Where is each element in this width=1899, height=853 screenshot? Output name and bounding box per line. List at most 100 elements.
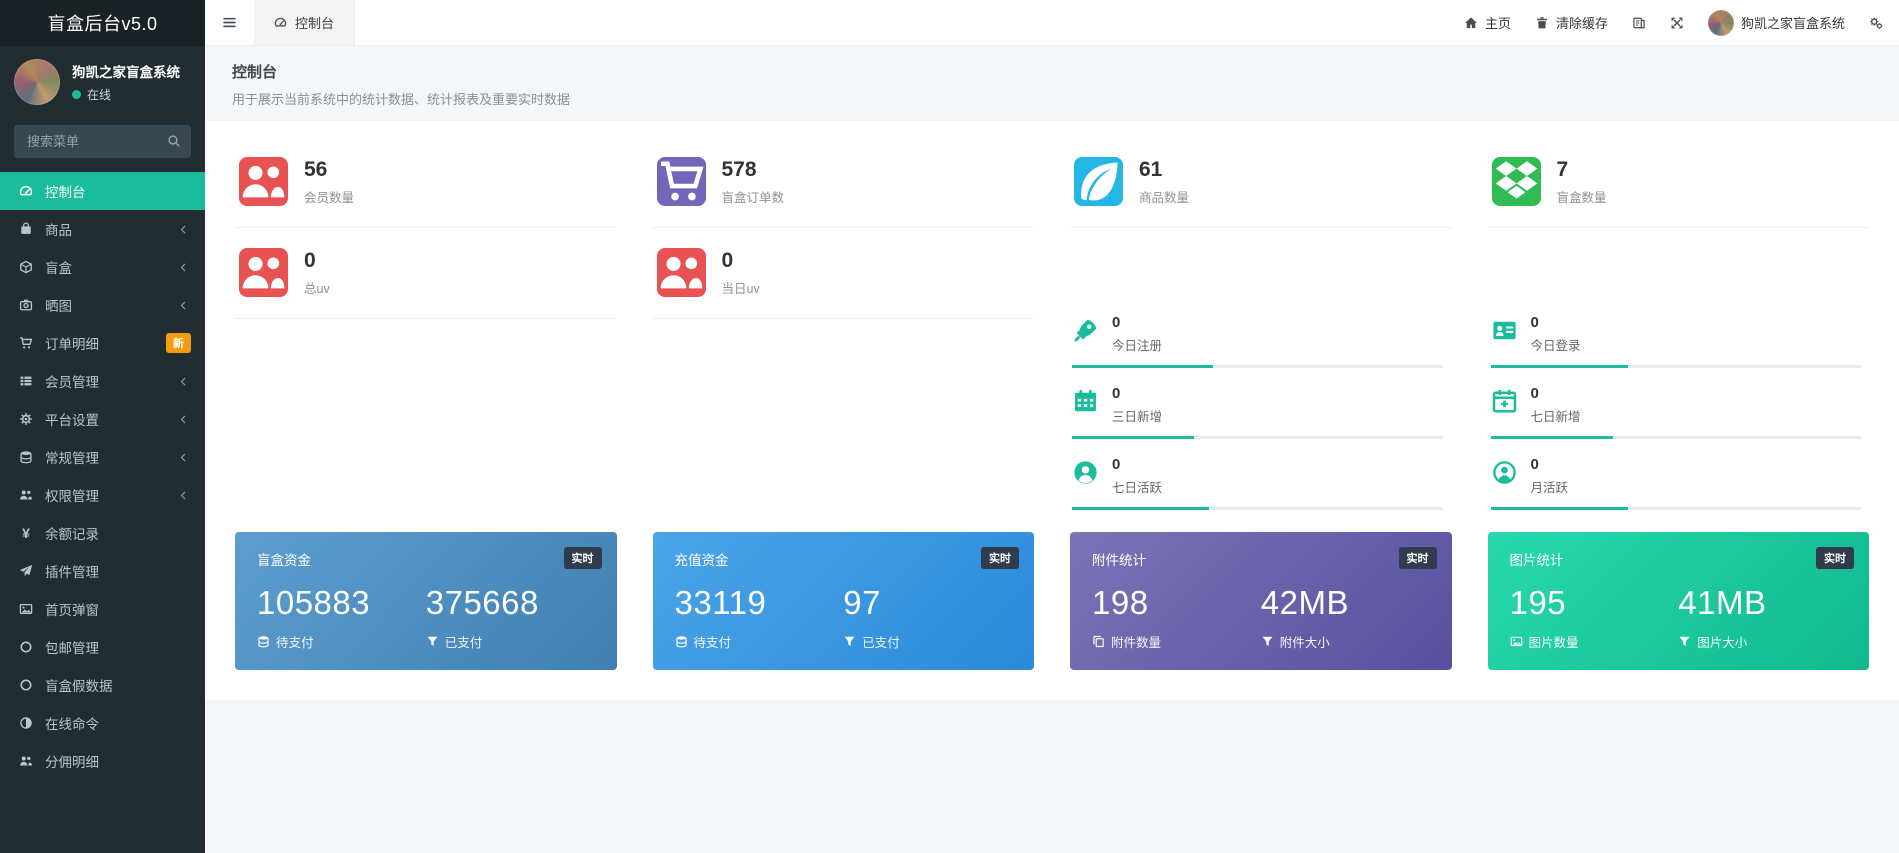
mini-value: 0 [1530, 314, 1539, 331]
sidebar-item-permission[interactable]: 权限管理 [0, 476, 205, 514]
content: 控制台 用于展示当前系统中的统计数据、统计报表及重要实时数据 56 会员数量 578… [205, 46, 1899, 853]
mini-stat-month_active: 0 月活跃 [1489, 456, 1870, 510]
cart-icon [656, 157, 706, 206]
sidebar-item-blindbox[interactable]: 盲盒 [0, 248, 205, 286]
database-icon [257, 635, 270, 648]
stat-text: 56 会员数量 [304, 157, 354, 205]
hamburger-button[interactable] [205, 0, 254, 45]
sidebar-item-orders[interactable]: 订单明细 新 [0, 324, 205, 362]
group-icon [239, 157, 288, 206]
mini-stat-seven_day_active: 0 七日活跃 [1070, 456, 1451, 510]
mini-text: 0 今日注册 [1112, 314, 1162, 354]
chevron-left-icon [175, 414, 191, 425]
sidebar-item-platform[interactable]: 平台设置 [0, 400, 205, 438]
sidebar-item-label: 平台设置 [45, 413, 99, 428]
send-icon [18, 564, 34, 578]
rocket-icon [1072, 317, 1099, 344]
progress-fill [1072, 436, 1195, 439]
sidebar-item-commission[interactable]: 分佣明细 [0, 742, 205, 780]
progress-fill [1072, 365, 1213, 368]
calendar-icon [1072, 388, 1099, 415]
chevron-left-icon [175, 452, 191, 463]
card-values: 33119 待支付 97 已支付 [675, 583, 1013, 651]
card-left-label-text: 图片数量 [1528, 635, 1579, 650]
sidebar-item-members[interactable]: 会员管理 [0, 362, 205, 400]
card-left-label: 待支付 [675, 632, 844, 651]
hamburger-icon [222, 15, 237, 30]
stat-card-daily_uv: 0 当日uv [652, 234, 1034, 319]
card-left: 105883 待支付 [257, 583, 426, 651]
sidebar-item-label: 常规管理 [45, 451, 99, 466]
topbar-username: 狗凯之家盲盒系统 [1740, 16, 1845, 31]
sidebar-item-label: 控制台 [45, 185, 86, 200]
topbar-right: 主页 清除缓存 狗凯之家盲盒系统 [1464, 0, 1899, 45]
summary-card-attachments: 附件统计 实时 198 附件数量 42MB 附件大小 [1070, 532, 1452, 670]
search-input[interactable] [14, 125, 191, 158]
sidebar-item-fakedata[interactable]: 盲盒假数据 [0, 666, 205, 704]
home-link[interactable]: 主页 [1464, 13, 1511, 32]
calendarplus-icon [1491, 388, 1518, 415]
chevron-left-icon [175, 490, 191, 501]
sidebar-item-goods[interactable]: 商品 [0, 210, 205, 248]
sidebar-item-dashboard[interactable]: 控制台 [0, 172, 205, 210]
chevron-left-icon [175, 262, 191, 273]
stats-grid: 56 会员数量 578 盲盒订单数 61 商品数量 7 盲盒数量 0 总uv 0 当日uv 0 今日注册 0… [235, 143, 1869, 510]
filter-icon [1261, 635, 1274, 648]
card-left-value: 33119 [674, 584, 767, 621]
card-right: 41MB 图片大小 [1678, 583, 1847, 651]
card-right-label-text: 已支付 [862, 635, 900, 650]
leaf-icon [1074, 157, 1123, 206]
user-menu[interactable]: 狗凯之家盲盒系统 [1707, 9, 1845, 36]
progress-bar [1072, 365, 1443, 368]
card-right-label: 已支付 [426, 632, 595, 651]
mini-value: 0 [1112, 314, 1121, 331]
database-icon [18, 450, 34, 464]
mini-stats-grid: 0 今日注册 0 今日登录 0 三日新增 0 七日新增 0 七日活跃 0 月活跃 [1070, 314, 1869, 510]
bag-icon [18, 222, 34, 236]
chevron-left-icon [175, 376, 191, 387]
sidebar-item-general[interactable]: 常规管理 [0, 438, 205, 476]
stat-label: 商品数量 [1139, 190, 1190, 205]
sidebar-item-label: 插件管理 [45, 565, 99, 580]
realtime-badge: 实时 [563, 547, 602, 569]
group-icon [656, 248, 706, 297]
filter-icon [426, 635, 439, 648]
card-values: 105883 待支付 375668 已支付 [257, 583, 595, 651]
stat-value: 61 [1139, 158, 1163, 182]
stat-label: 当日uv [721, 281, 760, 296]
tab-dashboard[interactable]: 控制台 [254, 0, 356, 45]
sidebar-item-label: 首页弹窗 [45, 603, 99, 618]
stat-text: 7 盲盒数量 [1557, 157, 1607, 205]
clear-cache-button[interactable]: 清除缓存 [1535, 13, 1608, 32]
user-info: 狗凯之家盲盒系统 在线 [72, 61, 180, 103]
sidebar-item-shipping[interactable]: 包邮管理 [0, 628, 205, 666]
stat-label: 盲盒订单数 [721, 190, 785, 205]
sidebar-item-balance[interactable]: ¥ 余额记录 [0, 514, 205, 552]
app-logo[interactable]: 盲盒后台v5.0 [0, 0, 205, 46]
card-right-value: 42MB [1260, 584, 1349, 621]
trash-icon [1535, 16, 1549, 30]
sidebar-item-label: 分佣明细 [45, 755, 99, 770]
tachometer-icon [18, 184, 34, 198]
sidebar-item-command[interactable]: 在线命令 [0, 704, 205, 742]
cart-icon [18, 336, 34, 350]
sidebar-item-popup[interactable]: 首页弹窗 [0, 590, 205, 628]
sidebar-menu: 控制台商品 盲盒 晒图 订单明细 新会员管理平台设置常规管理权限管理 ¥ 余额记录插件管理首… [0, 172, 205, 853]
realtime-badge: 实时 [1816, 547, 1854, 569]
card-right-label: 附件大小 [1261, 632, 1430, 651]
settings-button[interactable] [1869, 16, 1883, 30]
group-icon [18, 488, 34, 502]
dropbox-icon [1491, 157, 1541, 206]
card-title: 图片统计 [1509, 553, 1564, 568]
progress-bar [1490, 365, 1861, 368]
sidebar-item-photos[interactable]: 晒图 [0, 286, 205, 324]
fullscreen-button[interactable] [1670, 16, 1684, 30]
sidebar-item-label: 盲盒假数据 [45, 679, 113, 694]
card-left-label: 附件数量 [1092, 632, 1261, 651]
card-values: 198 附件数量 42MB 附件大小 [1092, 583, 1430, 651]
stat-value: 0 [304, 249, 316, 273]
avatar [14, 59, 60, 105]
online-dot-icon [72, 90, 81, 99]
sidebar-item-plugins[interactable]: 插件管理 [0, 552, 205, 590]
language-button[interactable] [1632, 16, 1646, 30]
